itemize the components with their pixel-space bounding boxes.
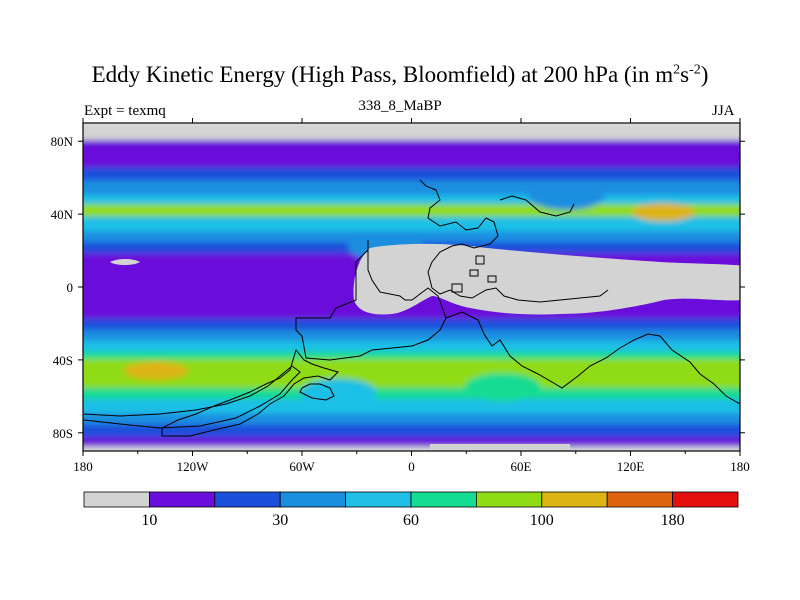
- colorbar-label-3: 100: [530, 512, 554, 529]
- contour-band-17: [83, 413, 740, 427]
- low-value-region-tropics: [353, 243, 740, 315]
- title-unit-s: s: [680, 62, 690, 87]
- title-text: Eddy Kinetic Energy (High Pass, Bloomfie…: [91, 62, 674, 87]
- x-tick-label-3: 0: [408, 459, 415, 474]
- contour-band-13: [83, 351, 740, 361]
- coastline-africa: [295, 240, 447, 361]
- title-close-paren: ): [700, 62, 709, 87]
- contour-band-14: [83, 358, 740, 391]
- y-tick-label-2: 0: [67, 280, 74, 295]
- colorbar: 10 30 60 100 180: [83, 491, 739, 529]
- contour-maximum-0: [631, 203, 696, 222]
- title-sup-1: 2: [673, 62, 681, 78]
- contour-band-12: [83, 340, 740, 354]
- title-sup-2: -2: [689, 62, 701, 78]
- x-tick-label-5: 120E: [617, 459, 645, 474]
- colorbar-box-2: [214, 491, 281, 508]
- colorbar-box-4: [345, 491, 412, 508]
- colorbar-box-1: [148, 491, 216, 508]
- contour-band-18: [83, 424, 740, 440]
- x-tick-label-2: 60W: [289, 459, 315, 474]
- contour-field: [83, 123, 740, 451]
- axis-ticks: 180 120W 60W 0 60E 120E 180 80N 40N 0 40S 80S: [51, 118, 750, 474]
- colorbar-box-6: [475, 491, 543, 508]
- contour-band-19: [83, 437, 740, 449]
- low-value-region-pacific: [110, 259, 140, 265]
- colorbar-label-2: 60: [403, 512, 419, 529]
- colorbar-box-8: [606, 491, 674, 508]
- contour-band-16: [83, 398, 740, 416]
- coastline-overlay: [83, 179, 740, 437]
- low-value-region-south: [430, 444, 570, 451]
- contour-band-3: [83, 180, 740, 197]
- colorbar-label-0: 10: [141, 512, 157, 529]
- coastline-europe-asia: [419, 179, 609, 303]
- x-tick-label-0: 180: [73, 459, 93, 474]
- contour-band-11: [83, 329, 740, 343]
- contour-region-3: [464, 373, 541, 402]
- contour-band-20: [83, 446, 740, 451]
- x-tick-label-4: 60E: [511, 459, 532, 474]
- colorbar-box-5: [410, 491, 477, 508]
- season-label: JJA: [712, 103, 735, 119]
- coastline-islands: [451, 255, 497, 293]
- coastline-antarctic-peninsula: [83, 365, 301, 429]
- y-tick-label-3: 40S: [53, 353, 73, 368]
- coastline-east-asia: [499, 195, 575, 217]
- contour-band-6: [83, 216, 740, 234]
- chart-subtitle: 338_8_MaBP: [358, 98, 442, 114]
- x-tick-label-1: 120W: [177, 459, 210, 474]
- contour-band-1: [83, 140, 740, 170]
- chart-title: Eddy Kinetic Energy (High Pass, Bloomfie…: [0, 62, 800, 88]
- contour-band-4: [83, 194, 740, 206]
- contour-band-10: [83, 318, 740, 332]
- x-tick-label-6: 180: [730, 459, 750, 474]
- contour-region-2: [300, 378, 377, 407]
- contour-band-15: [83, 388, 740, 401]
- colorbar-box-9: [672, 491, 739, 508]
- coastline-america-south: [161, 348, 339, 437]
- y-tick-label-1: 40N: [51, 207, 74, 222]
- contour-band-0: [83, 123, 740, 143]
- coastline-south-atlantic: [299, 383, 335, 401]
- experiment-label: Expt = texmq: [84, 103, 166, 119]
- contour-band-2: [83, 167, 740, 183]
- y-tick-label-4: 80S: [53, 426, 73, 441]
- colorbar-box-3: [279, 491, 347, 508]
- contour-region-1: [528, 181, 605, 210]
- coastline-indian-ocean: [445, 311, 740, 405]
- contour-maximum-1: [124, 361, 188, 380]
- colorbar-label-1: 30: [272, 512, 288, 529]
- y-tick-label-0: 80N: [51, 134, 74, 149]
- colorbar-label-4: 180: [661, 512, 685, 529]
- colorbar-box-0: [83, 491, 150, 508]
- colorbar-box-7: [541, 491, 608, 508]
